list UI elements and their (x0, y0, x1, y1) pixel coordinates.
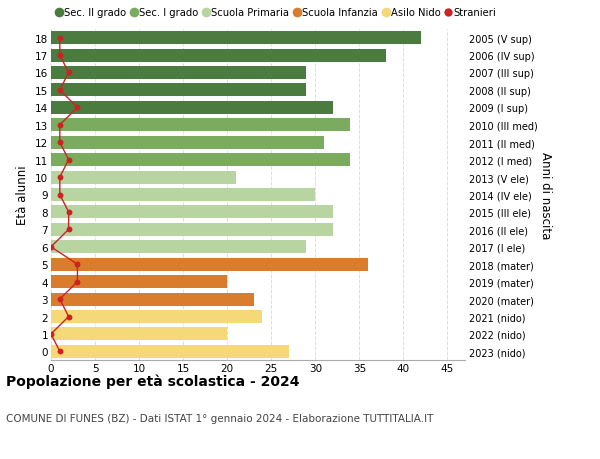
Point (73, 105, 82, 112)
Point (73, 261, 82, 269)
Bar (51, 154, 350, 167)
Bar (51, 32, 421, 45)
Text: Popolazione per età scolastica - 2024: Popolazione per età scolastica - 2024 (6, 374, 299, 389)
Bar (51, 328, 227, 341)
Point (64, 209, 73, 216)
Point (64, 70, 73, 77)
Bar (51, 293, 254, 306)
Y-axis label: Età alunni: Età alunni (16, 165, 29, 225)
Bar (51, 67, 307, 80)
Point (55, 122, 65, 129)
Point (55, 348, 65, 355)
Bar (51, 241, 307, 254)
Point (46, 330, 56, 338)
Point (55, 139, 65, 146)
Bar (51, 119, 350, 132)
Point (55, 191, 65, 199)
Bar (51, 206, 333, 219)
Point (64, 226, 73, 234)
Bar (51, 275, 227, 289)
Bar (51, 310, 262, 323)
Bar (51, 50, 386, 62)
Bar (51, 136, 324, 150)
Y-axis label: Anni di nascita: Anni di nascita (539, 151, 552, 239)
Point (55, 296, 65, 303)
Bar (51, 84, 307, 97)
Legend: Sec. II grado, Sec. I grado, Scuola Primaria, Scuola Infanzia, Asilo Nido, Stran: Sec. II grado, Sec. I grado, Scuola Prim… (56, 8, 497, 18)
Text: COMUNE DI FUNES (BZ) - Dati ISTAT 1° gennaio 2024 - Elaborazione TUTTITALIA.IT: COMUNE DI FUNES (BZ) - Dati ISTAT 1° gen… (6, 413, 433, 423)
Bar (51, 189, 315, 202)
Point (55, 35, 65, 42)
Bar (51, 171, 236, 184)
Point (46, 244, 56, 251)
Point (55, 87, 65, 95)
Bar (51, 224, 333, 236)
Bar (51, 101, 333, 115)
Point (55, 174, 65, 181)
Bar (51, 258, 368, 271)
Point (64, 157, 73, 164)
Point (73, 278, 82, 285)
Point (64, 313, 73, 320)
Bar (51, 345, 289, 358)
Point (55, 52, 65, 60)
